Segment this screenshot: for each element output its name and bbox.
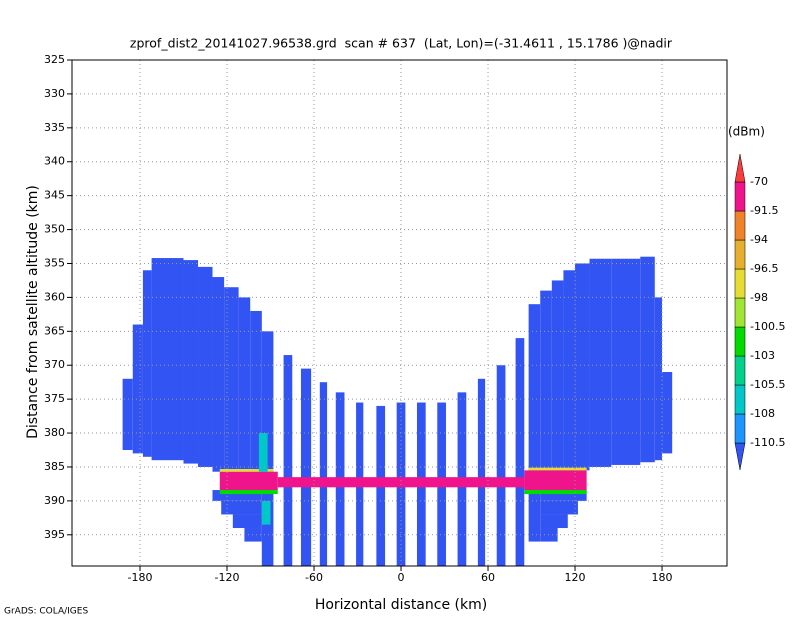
field-cell (142, 270, 152, 457)
field-cell (589, 258, 612, 467)
field-cell (524, 490, 587, 495)
x-tick-label: 0 (398, 571, 405, 584)
field-cell (238, 297, 251, 472)
y-tick-label: 375 (44, 392, 65, 405)
field-cell (224, 287, 239, 472)
y-tick-label: 395 (44, 528, 65, 541)
colorbar-segment (734, 355, 746, 386)
y-tick-label: 350 (44, 223, 65, 236)
x-tick-label: 120 (565, 571, 586, 584)
field-cell (540, 514, 568, 529)
field-cell (611, 258, 641, 465)
colorbar-segment (734, 297, 746, 328)
colorbar-segment (734, 413, 746, 444)
field-cell (540, 500, 578, 515)
field-cell (524, 470, 587, 491)
y-tick-label: 380 (44, 426, 65, 439)
field-cell (132, 324, 143, 454)
colorbar-label: -105.5 (750, 378, 785, 391)
field-cell (515, 338, 525, 566)
colorbar-label: -91.5 (750, 204, 778, 217)
x-tick-label: -180 (128, 571, 153, 584)
y-tick-label: 335 (44, 121, 65, 134)
field-cell (219, 469, 274, 472)
field-cell (258, 433, 268, 472)
x-tick-label: -60 (305, 571, 323, 584)
field-cell (540, 490, 587, 501)
colorbar-segment (734, 210, 746, 241)
field-cell (640, 256, 655, 463)
y-tick-label: 370 (44, 358, 65, 371)
field-cell (528, 304, 541, 542)
field-cell (300, 368, 312, 566)
y-tick-label: 330 (44, 87, 65, 100)
colorbar-segment (734, 268, 746, 299)
field-cell (122, 378, 133, 451)
y-tick-label: 390 (44, 494, 65, 507)
field-cell (563, 270, 576, 472)
field-cell (283, 355, 293, 566)
field-cell (219, 471, 278, 491)
colorbar-unit: (dBm) (728, 125, 765, 139)
colorbar-label: -70 (750, 175, 768, 188)
colorbar-segment (734, 326, 746, 357)
field-cell (151, 258, 184, 461)
field-cell (261, 500, 271, 525)
colorbar-label: -96.5 (750, 262, 778, 275)
y-axis-label: Distance from satellite altitude (km) (25, 185, 41, 439)
field-cell (277, 477, 525, 488)
x-tick-label: 60 (481, 571, 495, 584)
y-tick-label: 325 (44, 53, 65, 66)
field-cell (477, 378, 486, 566)
y-tick-label: 360 (44, 290, 65, 303)
field-cell (654, 297, 663, 461)
field-cell (212, 490, 262, 501)
field-cell (575, 263, 590, 471)
x-tick-label: -120 (215, 571, 240, 584)
field-cell (250, 310, 262, 472)
field-cell (219, 490, 278, 495)
x-axis-label: Horizontal distance (km) (315, 597, 487, 613)
y-tick-label: 345 (44, 189, 65, 202)
colorbar-segment (734, 181, 746, 212)
field-cell (183, 260, 199, 464)
colorbar-label: -100.5 (750, 320, 785, 333)
field-cell (244, 528, 262, 542)
field-cell (319, 382, 328, 566)
colorbar-label: -103 (750, 349, 775, 362)
field-cell (551, 280, 564, 472)
field-cell (212, 277, 225, 472)
colorbar-label: -98 (750, 291, 768, 304)
colorbar-label: -108 (750, 407, 775, 420)
colorbar-label: -94 (750, 233, 768, 246)
colorbar-segment (734, 239, 746, 270)
y-tick-label: 385 (44, 460, 65, 473)
field-cell (662, 372, 673, 454)
field-cell (261, 331, 274, 566)
field-cell (232, 514, 262, 529)
x-tick-label: 180 (652, 571, 673, 584)
chart-title: zprof_dist2_20141027.96538.grd scan # 63… (130, 36, 673, 51)
y-tick-label: 355 (44, 256, 65, 269)
colorbar-triangle (734, 153, 746, 183)
y-tick-label: 340 (44, 155, 65, 168)
footer: GrADS: COLA/IGES (4, 607, 88, 617)
colorbar-label: -110.5 (750, 436, 785, 449)
field-cell (496, 365, 506, 566)
colorbar-triangle (734, 442, 746, 471)
field-cell (540, 290, 552, 472)
plot-frame (71, 59, 728, 567)
colorbar-segment (734, 384, 746, 415)
y-tick-label: 365 (44, 324, 65, 337)
field-cell (528, 467, 587, 471)
field-cell (198, 266, 213, 467)
field-cell (221, 500, 262, 515)
